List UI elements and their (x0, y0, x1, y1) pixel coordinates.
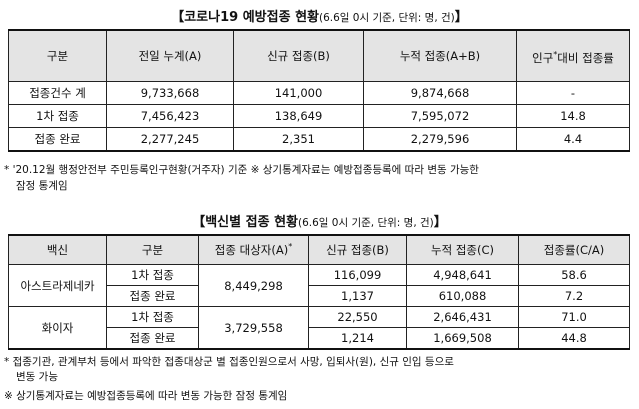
title-main: 【백신별 접종 현황 (192, 215, 298, 230)
header-target-population: 접종 대상자(A)* (198, 234, 309, 265)
title-close-bracket: 】 (433, 215, 447, 230)
cell-value: - (516, 81, 630, 105)
cell-value: 7.2 (518, 285, 630, 307)
header-vaccination-rate: 접종률(C/A) (518, 234, 630, 265)
cell-value: 2,646,431 (406, 306, 519, 328)
cell-value: 2,279,596 (363, 127, 517, 152)
vaccination-status-title: 【코로나19 예방접종 현황(6.6일 0시 기준, 단위: 명, 건)】 (0, 6, 639, 25)
table-row: 1차 접종 7,456,423 138,649 7,595,072 14.8 (8, 104, 630, 128)
header-category: 구분 (8, 29, 107, 82)
header-cumulative: 누적 접종(A+B) (363, 29, 517, 82)
title-main: 【코로나19 예방접종 현황 (171, 10, 319, 25)
cell-value: 14.8 (516, 104, 630, 128)
cell-value: 1,214 (308, 327, 407, 350)
cell-value: 4.4 (516, 127, 630, 152)
cell-value: 1,669,508 (406, 327, 519, 350)
cell-value: 44.8 (518, 327, 630, 350)
header-vaccination-rate: 인구*대비 접종률 (516, 29, 630, 82)
row-label: 접종 완료 (106, 327, 199, 350)
table-row: 아스트라제네카 1차 접종 8,449,298 116,099 4,948,64… (8, 264, 630, 307)
row-label: 접종 완료 (8, 127, 107, 152)
cell-value: 71.0 (518, 306, 630, 328)
vaccine-status-title: 【백신별 접종 현황(6.6일 0시 기준, 단위: 명, 건)】 (0, 211, 639, 230)
header-new-vaccinations: 신규 접종(B) (308, 234, 407, 265)
footnote-continued: 잠정 통계임 (16, 180, 68, 192)
row-label: 1차 접종 (106, 306, 199, 328)
target-population-value: 3,729,558 (198, 306, 309, 350)
row-label: 접종 완료 (106, 285, 199, 307)
cell-value: 2,351 (233, 127, 364, 152)
title-close-bracket: 】 (454, 10, 468, 25)
table-row: 접종 완료 2,277,245 2,351 2,279,596 4.4 (8, 127, 630, 152)
cell-value: 138,649 (233, 104, 364, 128)
footnote: * 접종기관, 관계부처 등에서 파악한 접종대상군 별 접종인원으로서 사망,… (4, 356, 454, 368)
vaccine-name: 아스트라제네카 (8, 264, 107, 307)
header-vaccine: 백신 (8, 234, 107, 265)
cell-value: 58.6 (518, 264, 630, 286)
header-previous-total: 전일 누계(A) (106, 29, 234, 82)
row-label: 1차 접종 (106, 264, 199, 286)
footnote-continued: 변동 가능 (16, 371, 58, 383)
title-subtitle: (6.6일 0시 기준, 단위: 명, 건) (319, 12, 455, 24)
cell-value: 9,733,668 (106, 81, 234, 105)
header-cumulative: 누적 접종(C) (406, 234, 519, 265)
cell-value: 141,000 (233, 81, 364, 105)
vaccination-status-table: 구분 전일 누계(A) 신규 접종(B) 누적 접종(A+B) 인구*대비 접종… (8, 29, 630, 152)
cell-value: 7,456,423 (106, 104, 234, 128)
table-row: 화이자 1차 접종 3,729,558 22,550 2,646,431 71.… (8, 306, 630, 350)
table-header-row: 백신 구분 접종 대상자(A)* 신규 접종(B) 누적 접종(C) 접종률(C… (8, 234, 630, 265)
cell-value: 7,595,072 (363, 104, 517, 128)
cell-value: 9,874,668 (363, 81, 517, 105)
cell-value: 116,099 (308, 264, 407, 286)
footnote: * '20.12월 행정안전부 주민등록인구현황(거주자) 기준 ※ 상기통계자… (4, 164, 479, 176)
vaccine-status-table: 백신 구분 접종 대상자(A)* 신규 접종(B) 누적 접종(C) 접종률(C… (8, 234, 630, 350)
cell-value: 1,137 (308, 285, 407, 307)
cell-value: 4,948,641 (406, 264, 519, 286)
row-label: 1차 접종 (8, 104, 107, 128)
footnote-statistics-notice: ※ 상기통계자료는 예방접종등록에 따라 변동 가능한 잠정 통계임 (4, 390, 288, 402)
title-subtitle: (6.6일 0시 기준, 단위: 명, 건) (298, 217, 434, 229)
cell-value: 22,550 (308, 306, 407, 328)
table-row: 접종건수 계 9,733,668 141,000 9,874,668 - (8, 81, 630, 105)
header-category: 구분 (106, 234, 199, 265)
vaccine-name: 화이자 (8, 306, 107, 350)
cell-value: 610,088 (406, 285, 519, 307)
cell-value: 2,277,245 (106, 127, 234, 152)
row-label: 접종건수 계 (8, 81, 107, 105)
table-header-row: 구분 전일 누계(A) 신규 접종(B) 누적 접종(A+B) 인구*대비 접종… (8, 29, 630, 82)
target-population-value: 8,449,298 (198, 264, 309, 307)
header-new-vaccinations: 신규 접종(B) (233, 29, 364, 82)
table-row: 접종 완료 1,214 1,669,508 44.8 (9, 327, 630, 350)
